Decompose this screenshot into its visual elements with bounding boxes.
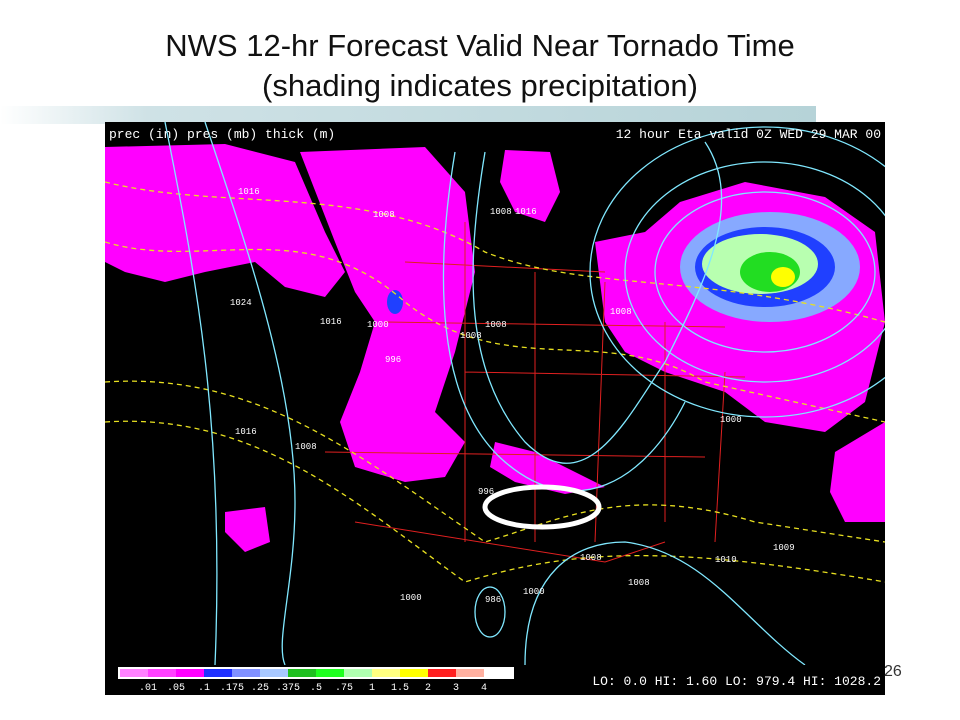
colorbar-label: .175 — [220, 683, 244, 694]
contour-label: 1008 — [628, 578, 650, 588]
colorbar-swatch — [148, 669, 176, 677]
contour-label: 1016 — [235, 427, 257, 437]
colorbar-swatch — [400, 669, 428, 677]
contour-label: 1008 — [580, 553, 602, 563]
colorbar-swatch — [176, 669, 204, 677]
contour-label: 1008 — [295, 442, 317, 452]
colorbar-label: .75 — [335, 683, 353, 694]
colorbar-label: 3 — [453, 683, 459, 694]
contour-label: 1009 — [773, 543, 795, 553]
colorbar-swatch — [428, 669, 456, 677]
colorbar-label: 1 — [369, 683, 375, 694]
contour-label: 1010 — [715, 555, 737, 565]
colorbar: .01 .05 .1 .175 .25 .375 .5 .75 1 1.5 2 3 4 — [118, 667, 514, 694]
colorbar-swatch — [288, 669, 316, 677]
map-header-left: prec (in) pres (mb) thick (m) — [109, 127, 335, 142]
decorative-bar — [0, 106, 816, 124]
colorbar-swatch — [344, 669, 372, 677]
page-number: 26 — [884, 663, 902, 680]
colorbar-label: .5 — [310, 683, 322, 694]
contour-label: 986 — [485, 595, 501, 605]
colorbar-swatch — [120, 669, 148, 677]
colorbar-label: .01 — [139, 683, 157, 694]
isobars — [164, 122, 885, 666]
contour-label: 1000 — [367, 320, 389, 330]
contour-label: 996 — [385, 355, 401, 365]
state-borders — [324, 222, 746, 563]
thickness-contours — [105, 181, 885, 583]
colorbar-swatch — [204, 669, 232, 677]
colorbar-swatch — [484, 669, 512, 677]
colorbar-swatch — [232, 669, 260, 677]
colorbar-swatch — [456, 669, 484, 677]
contour-label: 1008 — [485, 320, 507, 330]
highlight-ellipse — [482, 484, 602, 530]
contour-label: 1016 — [515, 207, 537, 217]
contour-label: 1000 — [720, 415, 742, 425]
colorbar-label: .05 — [167, 683, 185, 694]
forecast-map: 1024101610081008101610161008100099610081… — [105, 122, 885, 695]
colorbar-swatch — [316, 669, 344, 677]
contour-label: 1000 — [400, 593, 422, 603]
colorbar-label: 1.5 — [391, 683, 409, 694]
slide-title: NWS 12-hr Forecast Valid Near Tornado Ti… — [165, 28, 795, 63]
colorbar-label: .375 — [276, 683, 300, 694]
colorbar-swatch — [372, 669, 400, 677]
contour-label: 1024 — [230, 298, 252, 308]
contour-labels: 1024101610081008101610161008100099610081… — [230, 187, 795, 605]
heavy-precip — [387, 212, 860, 322]
colorbar-swatch — [260, 669, 288, 677]
contour-label: 996 — [478, 487, 494, 497]
slide-subtitle: (shading indicates precipitation) — [262, 68, 698, 103]
map-stats: LO: 0.0 HI: 1.60 LO: 979.4 HI: 1028.2 — [592, 674, 881, 689]
contour-label: 1008 — [490, 207, 512, 217]
contour-label: 1008 — [373, 210, 395, 220]
contour-label: 1016 — [320, 317, 342, 327]
map-header-right: 12 hour Eta valid 0Z WED 29 MAR 00 — [616, 127, 881, 142]
colorbar-label: 2 — [425, 683, 431, 694]
contour-label: 1000 — [523, 587, 545, 597]
contour-label: 1008 — [460, 331, 482, 341]
contour-label: 1016 — [238, 187, 260, 197]
contour-label: 1008 — [610, 307, 632, 317]
colorbar-label: .25 — [251, 683, 269, 694]
colorbar-label: .1 — [198, 683, 210, 694]
colorbar-label: 4 — [481, 683, 487, 694]
